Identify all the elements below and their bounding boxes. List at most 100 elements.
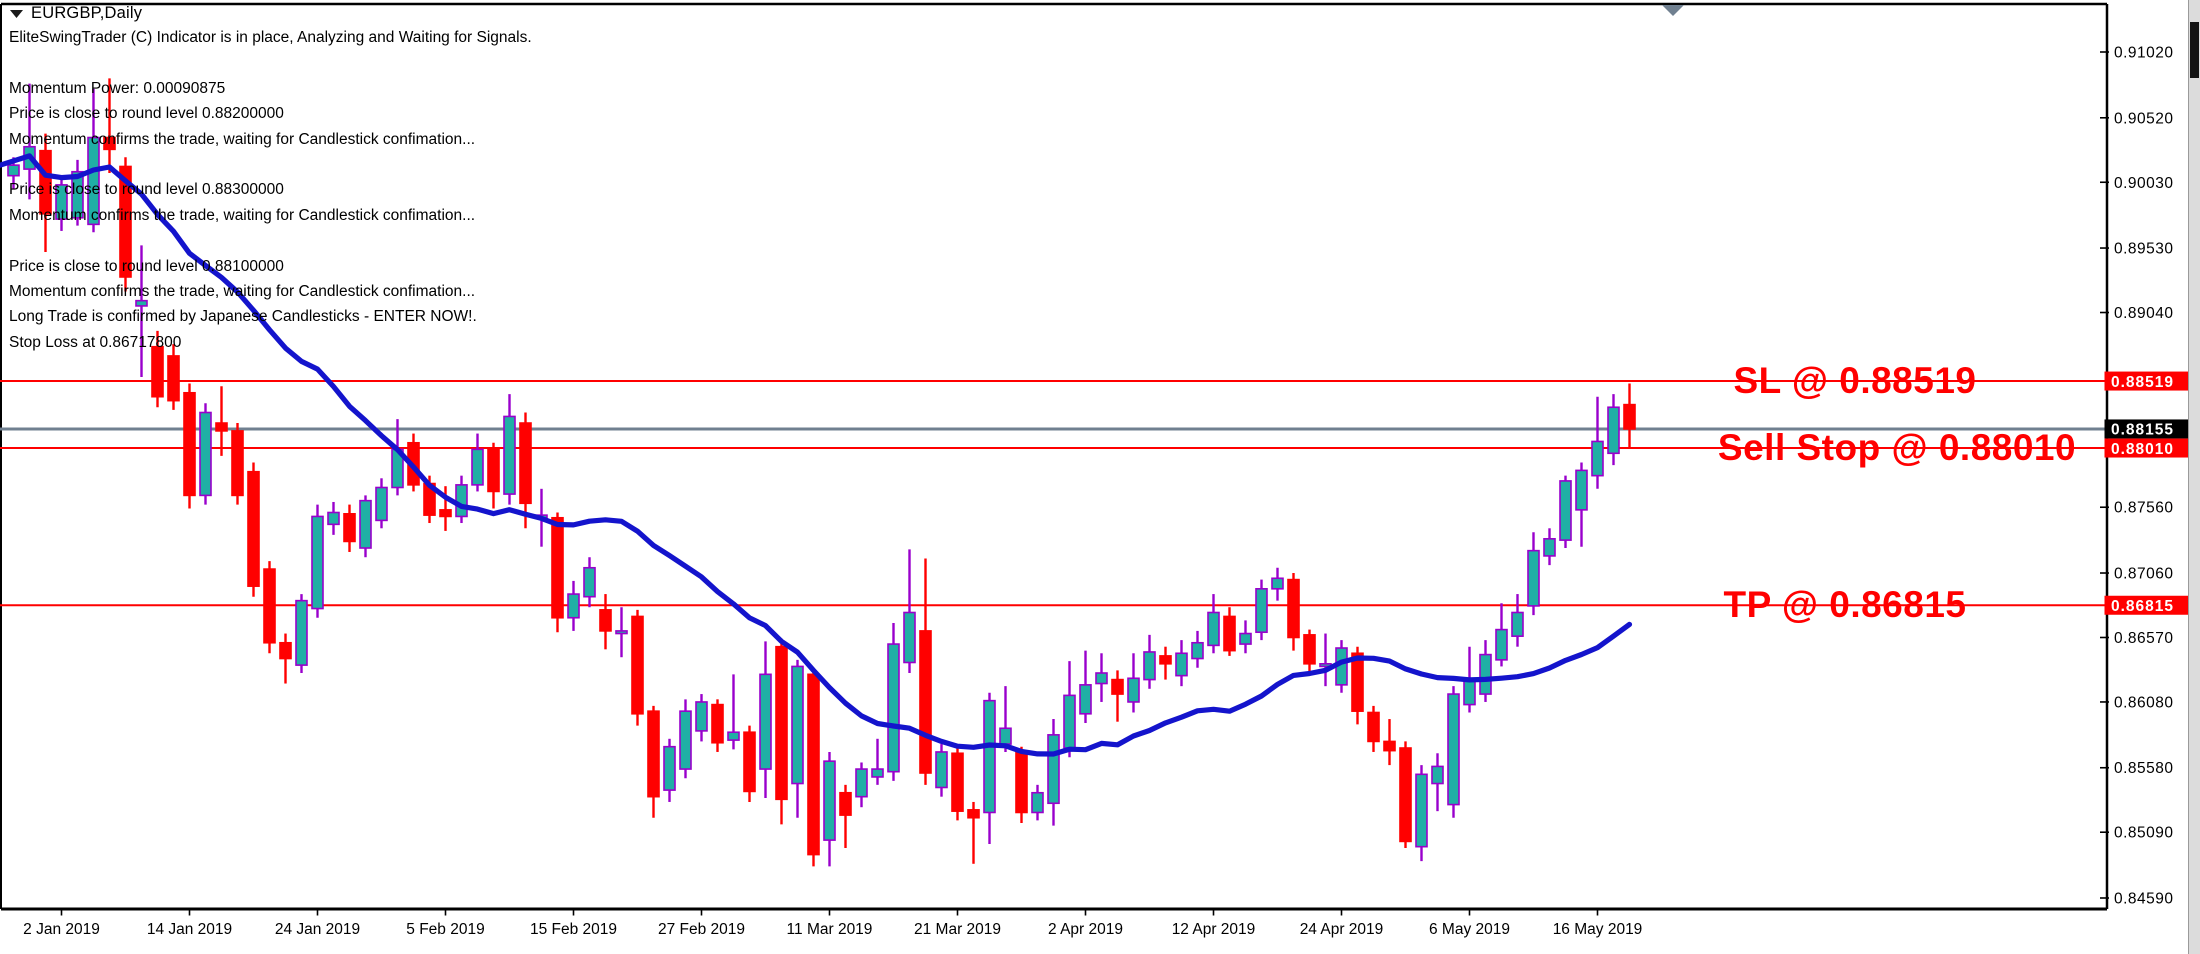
scrollbar-thumb[interactable]: [2190, 22, 2199, 78]
candle: [1127, 653, 1140, 713]
date-tick-label: 14 Jan 2019: [147, 921, 232, 938]
candle: [599, 594, 612, 650]
candle: [455, 475, 468, 524]
candle: [71, 159, 84, 226]
stop-loss-label[interactable]: SL @ 0.88519: [1733, 360, 1977, 402]
time-axis: 2 Jan 2019 14 Jan 2019 24 Jan 2019 5 Feb 20…: [23, 909, 1642, 938]
date-tick-label: 12 Apr 2019: [1172, 921, 1256, 938]
indicator-line: Momentum confirms the trade, waiting for…: [9, 130, 476, 148]
candle: [359, 495, 372, 558]
candle: [215, 386, 228, 456]
vertical-scrollbar[interactable]: [2188, 0, 2200, 954]
price-tick-label: 0.89040: [2114, 305, 2174, 322]
indicator-line: Momentum Power: 0.00090875: [9, 79, 226, 97]
candle: [711, 699, 724, 752]
candle: [311, 504, 324, 618]
date-tick-label: 6 May 2019: [1429, 921, 1510, 938]
price-tags: 0.88519 0.88155 0.88010 0.86815: [2104, 371, 2190, 615]
price-axis: 0.91020 0.90520 0.90030 0.89530 0.89040 0.875…: [2100, 45, 2174, 907]
candle: [183, 383, 196, 509]
price-tick-label: 0.86080: [2114, 694, 2174, 711]
price-tag-current-bid: [2104, 419, 2190, 439]
candle: [583, 557, 596, 608]
horizontal-lines: [0, 380, 2107, 607]
candle: [487, 442, 500, 509]
candle: [695, 694, 708, 742]
candle: [439, 486, 452, 531]
candle: [743, 725, 756, 802]
candle: [807, 669, 820, 867]
candle: [1575, 462, 1588, 547]
date-tick-label: 24 Apr 2019: [1300, 921, 1384, 938]
chart-shift-marker-icon[interactable]: [1662, 5, 1684, 16]
date-tick-label: 21 Mar 2019: [914, 921, 1001, 938]
take-profit-label[interactable]: TP @ 0.86815: [1723, 584, 1967, 626]
indicator-line: [9, 228, 532, 253]
indicator-line: [9, 152, 532, 177]
indicator-comment-block: EliteSwingTrader (C) Indicator is in pla…: [9, 25, 532, 355]
candle: [1591, 396, 1604, 489]
candle: [1095, 653, 1108, 702]
date-tick-label: 11 Mar 2019: [787, 921, 873, 938]
candle: [375, 478, 388, 529]
candle: [87, 88, 100, 233]
indicator-line: Long Trade is confirmed by Japanese Cand…: [9, 308, 477, 326]
indicator-line: [9, 50, 532, 75]
candle: [727, 674, 740, 750]
candle: [791, 659, 804, 818]
moving-average-line: [0, 153, 1633, 757]
candle: [647, 705, 660, 818]
candle: [1015, 746, 1028, 824]
candle: [903, 549, 916, 674]
candle: [1431, 753, 1444, 812]
candle: [679, 699, 692, 779]
candle: [1607, 394, 1620, 466]
candle: [503, 394, 516, 505]
candle: [1447, 686, 1460, 818]
candle: [1031, 784, 1044, 821]
symbol-header: EURGBP,Daily: [9, 4, 142, 23]
price-tag-take-profit: [2104, 595, 2190, 615]
candle: [39, 133, 52, 252]
date-tick-label: 16 May 2019: [1553, 921, 1643, 938]
candle: [199, 403, 212, 505]
symbol-dropdown-icon[interactable]: [9, 9, 24, 19]
candle: [263, 561, 276, 654]
price-tag-text: 0.88010: [2111, 441, 2174, 458]
candle: [1063, 661, 1076, 758]
candle: [839, 784, 852, 848]
indicator-line: Momentum confirms the trade, waiting for…: [9, 283, 476, 301]
candle: [663, 738, 676, 802]
indicator-line: Stop Loss at 0.86717800: [9, 333, 182, 351]
candle: [135, 245, 148, 377]
candle: [55, 175, 68, 231]
plot-frame: [0, 2, 2109, 911]
candle: [871, 738, 884, 785]
candle: [1239, 620, 1252, 654]
indicator-line: Momentum confirms the trade, waiting for…: [9, 206, 476, 224]
candle: [1543, 528, 1556, 566]
candle: [1191, 630, 1204, 668]
sell-stop-label[interactable]: Sell Stop @ 0.88010: [1717, 427, 2077, 469]
indicator-line: Price is close to round level 0.88300000: [9, 181, 284, 199]
candle: [887, 623, 900, 781]
candle: [1303, 629, 1316, 676]
date-tick-label: 15 Feb 2019: [530, 921, 617, 938]
candle: [935, 744, 948, 797]
candle: [1527, 532, 1540, 616]
candle: [167, 344, 180, 410]
price-tag-text: 0.86815: [2111, 598, 2174, 615]
candle: [1495, 603, 1508, 667]
candle: [551, 512, 564, 633]
candle: [1175, 640, 1188, 687]
price-tick-label: 0.89530: [2114, 241, 2174, 258]
candle: [1383, 719, 1396, 766]
candle: [967, 801, 980, 864]
candle: [1207, 594, 1220, 654]
symbol-title: EURGBP,Daily: [31, 4, 143, 22]
candle: [1623, 383, 1636, 449]
price-tick-label: 0.84590: [2114, 890, 2174, 907]
price-tick-label: 0.85090: [2114, 825, 2174, 842]
